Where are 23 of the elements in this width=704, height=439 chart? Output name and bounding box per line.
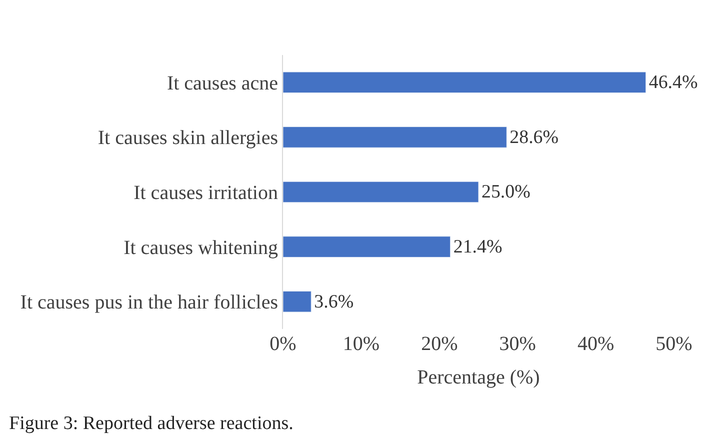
y-tick-label: It causes skin allergies <box>98 127 278 150</box>
x-tick-label: 10% <box>342 333 380 355</box>
x-tick-label: 30% <box>499 333 536 355</box>
data-label: 25.0% <box>482 182 531 203</box>
bar <box>283 290 312 312</box>
x-tick-label: 50% <box>656 333 692 355</box>
x-tick-label: 40% <box>577 333 614 355</box>
caption: Figure 3: Reported adverse reactions. <box>9 413 294 434</box>
y-tick-label: It causes acne <box>166 72 278 94</box>
y-tick-label: It causes irritation <box>134 182 278 204</box>
data-label: 3.6% <box>314 291 354 312</box>
x-axis-title: Percentage (%) <box>417 366 540 388</box>
y-tick-label: It causes whitening <box>124 236 278 259</box>
data-label: 28.6% <box>510 126 559 148</box>
x-tick-label: 20% <box>421 333 458 355</box>
bar <box>283 126 507 148</box>
data-label: 21.4% <box>453 236 502 258</box>
y-tick-label: It causes pus in the hair follicles <box>20 292 278 314</box>
data-label: 46.4% <box>648 72 698 94</box>
bar <box>283 72 646 94</box>
x-tick-label: 0% <box>270 333 296 355</box>
bar <box>283 236 451 258</box>
bar <box>283 181 479 203</box>
